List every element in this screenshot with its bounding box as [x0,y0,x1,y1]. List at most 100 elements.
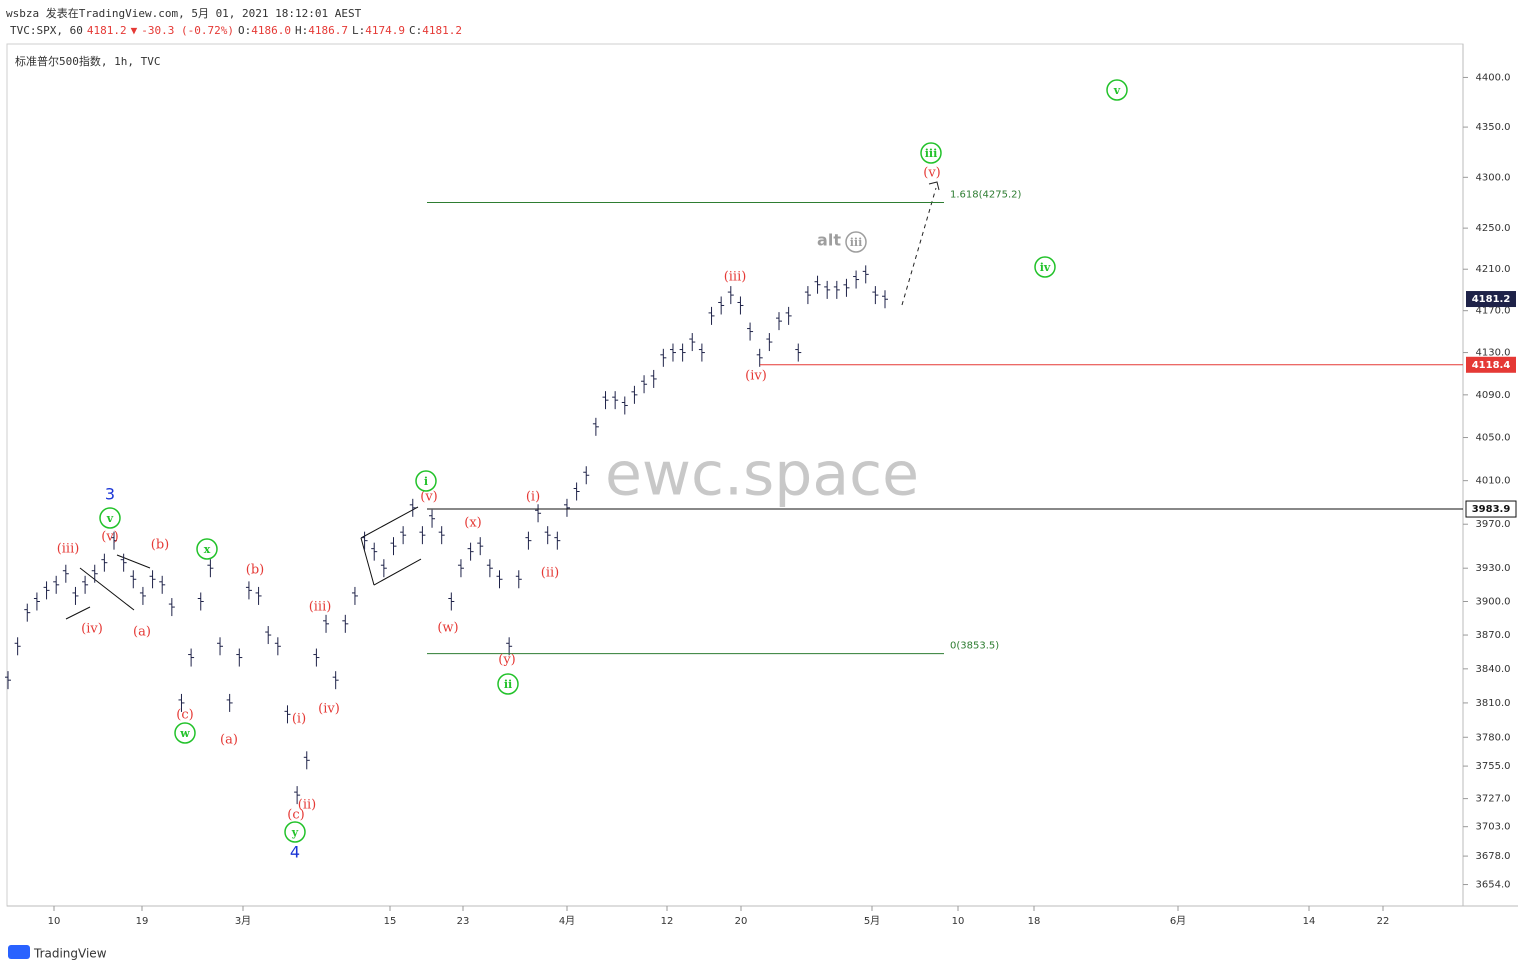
pattern-lines [65,506,422,620]
alt-wave: iii [850,236,863,249]
price-bar [274,637,281,656]
price-bar [390,537,397,556]
alt-circle [845,231,867,253]
x-tick-label: 10 [952,916,965,927]
price-bar [612,391,619,410]
wave-label: (iv) [81,622,103,637]
price-bar [313,648,320,667]
price-bar [486,559,493,578]
price-bar [727,286,734,305]
x-tick-label: 4月 [559,915,575,927]
price-bar [515,570,522,589]
price-bar [795,343,802,362]
y-tick-label: 3810.0 [1476,698,1511,709]
arrow-head [928,181,940,191]
y-tick-label: 3755.0 [1476,761,1511,772]
price-bar [33,592,40,611]
last-price-tag [1466,291,1516,308]
wave-circle [196,538,218,560]
price-bar [853,270,860,289]
wave-circle [174,722,196,744]
price-bar [621,396,628,415]
price-bar [872,286,879,305]
y-tick-label: 4010.0 [1476,476,1511,487]
price-bar [833,280,840,299]
fib-label: 1.618(4275.2) [950,189,1022,200]
y-tick-label: 4090.0 [1476,390,1511,401]
wave-label: ii [504,678,512,691]
price-bar [139,586,146,605]
wave-label: (c) [176,708,193,723]
price-bar [342,614,349,633]
price-bar [496,570,503,589]
wave-label: (w) [437,621,458,636]
fib-label: 0(3853.5) [950,641,999,652]
price-bar [457,559,464,578]
wave-label: iii [925,147,938,160]
price-bar [824,280,831,299]
price-bar [467,542,474,561]
price-bar [429,509,436,528]
x-tick-label: 15 [384,916,397,927]
wave-label: (a) [220,733,238,748]
ohlc-line: TVC:SPX, 60 4181.2 ▼ -30.3 (-0.72%) O:4186.0… [10,24,462,37]
price-bar [592,417,599,436]
wave-label: (ii) [541,566,559,581]
price-bar [361,531,368,550]
price-bar [785,306,792,325]
price-bar [255,586,262,605]
wave-label: (a) [133,625,151,640]
x-tick-label: 18 [1028,916,1041,927]
wave-label: (iii) [309,600,332,615]
wave-label: i [424,475,428,488]
ohlc-value: 4174.9 [365,24,405,37]
x-tick-label: 5月 [864,915,880,927]
y-tick-label: 4400.0 [1476,72,1511,83]
price-bar [756,348,763,367]
price-bar [82,575,89,594]
x-tick-label: 14 [1303,916,1316,927]
instrument: 标准普尔500指数, 1h, TVC [15,54,160,68]
price-bar [554,531,561,550]
ohlc-key: C: [409,24,422,37]
price-bar [409,498,416,517]
price-bar [573,482,580,501]
price-bar [641,375,648,394]
price-bar [197,592,204,611]
price-bar [217,637,224,656]
ohlc-value: 4181.2 [422,24,462,37]
price-bar [371,542,378,561]
author-line: wsbza 发表在TradingView.com, 5月 01, 2021 18… [6,6,362,20]
y-tick-label: 3678.0 [1476,851,1511,862]
wave-label: (iv) [745,369,767,384]
price-bar [120,553,127,572]
support-tag [1466,356,1516,373]
x-tick-label: 10 [48,916,61,927]
wave-label: v [106,512,114,525]
wave-label: 3 [105,485,115,504]
price-bar [130,570,137,589]
price-bar [91,564,98,583]
y-tick-label: 3870.0 [1476,630,1511,641]
wave-label: (b) [151,538,169,553]
price-bar [207,559,214,578]
price-bar [804,286,811,305]
price-bar [294,786,301,805]
price-bar [236,648,243,667]
price-bar [72,586,79,605]
y-tick-label: 4250.0 [1476,223,1511,234]
price-bar [775,312,782,331]
x-tick-label: 19 [136,916,149,927]
price-bar [159,575,166,594]
alt-label: alt [817,231,841,250]
price-bar [525,531,532,550]
price-bar [843,278,850,297]
price-bar [737,296,744,315]
ohlc-key: L: [352,24,365,37]
wave-label: (b) [246,563,264,578]
wave-label: (v) [420,490,438,505]
price-bar [535,504,542,523]
wave-label: w [179,727,190,740]
price-bar [53,575,60,594]
